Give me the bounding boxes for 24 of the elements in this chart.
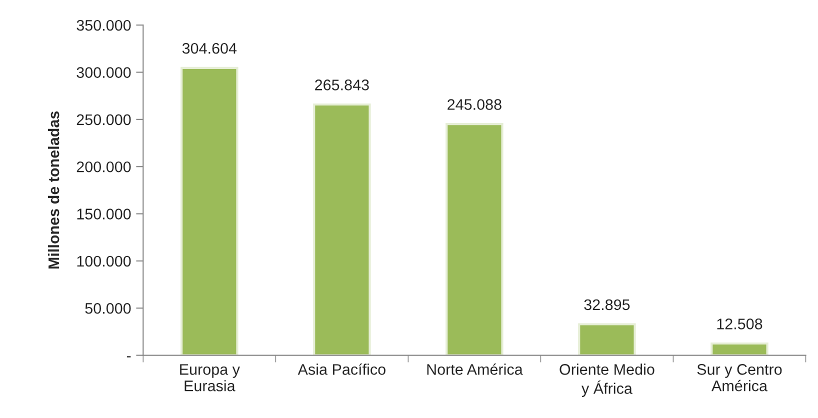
y-tick-label: - — [126, 356, 131, 358]
data-label: 12.508 — [717, 318, 762, 330]
y-axis-title: Millones de toneladas — [48, 111, 60, 269]
y-tick-label: 250.000 — [76, 114, 131, 126]
bar — [180, 66, 238, 356]
y-tick-label: 50.000 — [85, 302, 131, 314]
y-tick-label: 350.000 — [76, 20, 131, 31]
y-tick-label: 200.000 — [76, 161, 131, 172]
x-tick-label: Asia Pacífico — [298, 363, 386, 375]
x-tick-label: Norte América — [427, 363, 523, 375]
data-label: 304.604 — [182, 42, 237, 54]
x-tick-label: Oriente Medio y África — [560, 364, 654, 397]
bar — [313, 103, 371, 356]
data-label: 32.895 — [584, 299, 630, 310]
y-tick-label: 300.000 — [76, 67, 131, 78]
y-tick-label: 100.000 — [77, 256, 131, 267]
x-tick-label: Europa y Eurasia — [180, 364, 240, 392]
data-label: 265.843 — [315, 80, 369, 90]
x-tick-label: Sur y Centro América — [697, 364, 782, 392]
bar — [710, 342, 768, 356]
data-label: 245.088 — [448, 99, 502, 110]
y-tick-label: 150.000 — [77, 208, 131, 220]
bar — [578, 323, 636, 356]
bar — [446, 123, 504, 356]
